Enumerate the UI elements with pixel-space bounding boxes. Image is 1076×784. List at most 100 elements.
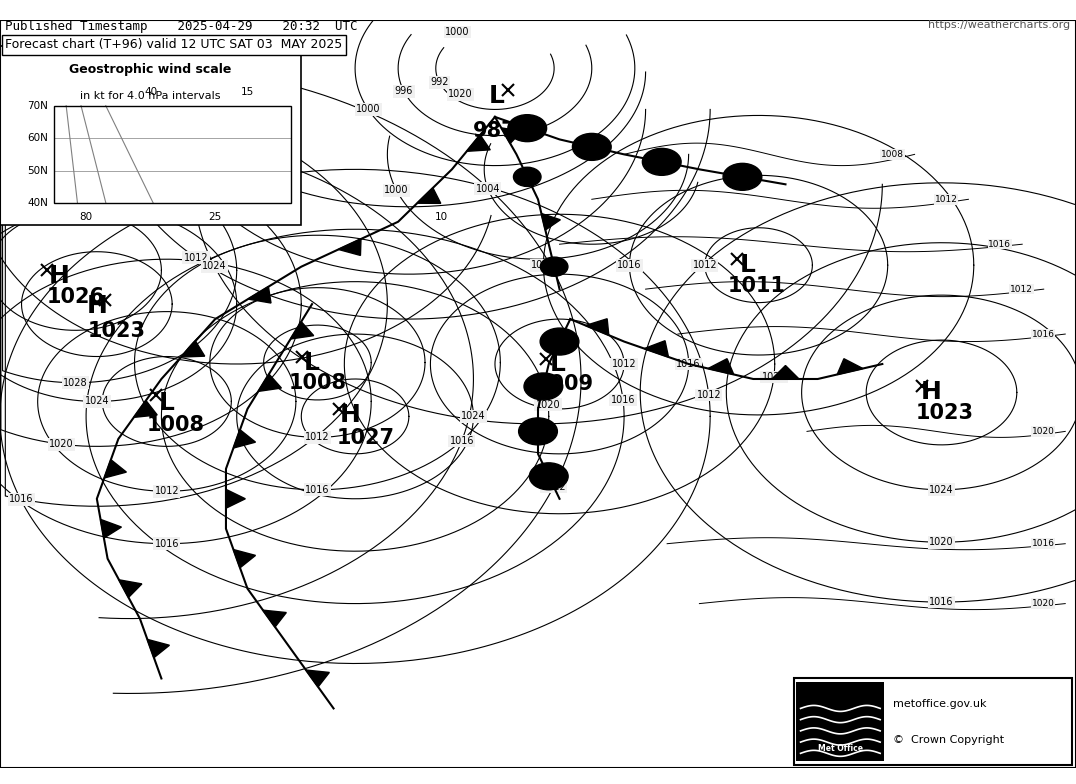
Polygon shape xyxy=(417,188,441,203)
Text: Published Timestamp    2025-04-29    20:32  UTC: Published Timestamp 2025-04-29 20:32 UTC xyxy=(5,20,358,33)
Text: 1024: 1024 xyxy=(202,261,227,271)
Text: 1016: 1016 xyxy=(618,260,641,270)
Text: 1011: 1011 xyxy=(727,276,785,296)
Polygon shape xyxy=(249,287,271,303)
Polygon shape xyxy=(100,519,122,538)
Polygon shape xyxy=(233,430,255,448)
Polygon shape xyxy=(226,489,245,508)
Text: 1016: 1016 xyxy=(611,395,635,405)
Polygon shape xyxy=(233,550,255,568)
Polygon shape xyxy=(263,610,286,627)
Text: 1020: 1020 xyxy=(1032,427,1054,436)
Text: 1016: 1016 xyxy=(450,436,473,446)
Text: L: L xyxy=(159,391,174,415)
Text: 1020: 1020 xyxy=(1032,599,1054,608)
Text: 15: 15 xyxy=(241,87,254,96)
Text: 1016: 1016 xyxy=(10,495,34,504)
Text: 1000: 1000 xyxy=(445,27,469,37)
Text: 1023: 1023 xyxy=(916,403,974,423)
Text: 1020: 1020 xyxy=(448,89,472,100)
Text: 1020: 1020 xyxy=(930,537,953,547)
Text: Forecast chart (T+96) valid 12 UTC SAT 03  MAY 2025: Forecast chart (T+96) valid 12 UTC SAT 0… xyxy=(5,38,342,51)
Text: 1012: 1012 xyxy=(184,252,208,263)
Text: 1016: 1016 xyxy=(989,240,1011,249)
Text: 1012: 1012 xyxy=(612,359,636,369)
Bar xyxy=(54,106,291,203)
Circle shape xyxy=(529,463,568,490)
Text: Geostrophic wind scale: Geostrophic wind scale xyxy=(70,63,231,76)
Text: metoffice.gov.uk: metoffice.gov.uk xyxy=(893,699,987,710)
Text: 1012: 1012 xyxy=(541,481,566,492)
Polygon shape xyxy=(258,374,282,391)
FancyBboxPatch shape xyxy=(0,45,301,226)
Text: 992: 992 xyxy=(430,78,449,87)
Text: 40N: 40N xyxy=(28,198,48,208)
Polygon shape xyxy=(181,341,204,357)
Text: 70N: 70N xyxy=(28,100,48,111)
Text: 1028: 1028 xyxy=(63,378,87,388)
Text: 1012: 1012 xyxy=(306,433,329,442)
Polygon shape xyxy=(119,580,142,597)
Circle shape xyxy=(723,163,762,191)
Text: 1016: 1016 xyxy=(1032,329,1054,339)
Polygon shape xyxy=(771,365,799,379)
Text: 1024: 1024 xyxy=(85,397,109,406)
Polygon shape xyxy=(104,459,126,478)
Text: 1008: 1008 xyxy=(288,373,346,393)
Text: H: H xyxy=(48,263,70,288)
Text: 1020: 1020 xyxy=(536,400,561,410)
Polygon shape xyxy=(339,239,360,256)
Circle shape xyxy=(519,418,557,445)
Text: https://weathercharts.org: https://weathercharts.org xyxy=(929,20,1071,30)
Text: 1012: 1012 xyxy=(155,486,179,496)
Text: 1004: 1004 xyxy=(476,183,500,194)
Text: in kt for 4.0 hPa intervals: in kt for 4.0 hPa intervals xyxy=(81,91,221,100)
Text: 1012: 1012 xyxy=(935,194,958,204)
Polygon shape xyxy=(541,213,561,230)
Text: 10: 10 xyxy=(435,212,448,222)
Bar xyxy=(796,682,884,760)
Text: 1024: 1024 xyxy=(462,412,485,422)
Text: 1012: 1012 xyxy=(696,390,721,400)
Circle shape xyxy=(513,167,541,187)
Circle shape xyxy=(572,133,611,161)
Text: 996: 996 xyxy=(395,86,413,96)
Polygon shape xyxy=(291,321,314,339)
Text: 1016: 1016 xyxy=(155,539,179,549)
Polygon shape xyxy=(708,359,734,375)
Text: 60N: 60N xyxy=(28,133,48,143)
Text: ©  Crown Copyright: © Crown Copyright xyxy=(893,735,1004,746)
Polygon shape xyxy=(585,319,609,336)
Text: 1016: 1016 xyxy=(930,597,953,607)
Text: L: L xyxy=(490,84,505,108)
Text: 1009: 1009 xyxy=(536,374,594,394)
Polygon shape xyxy=(467,135,491,151)
Text: L: L xyxy=(305,350,320,375)
Polygon shape xyxy=(837,359,863,375)
Text: L: L xyxy=(550,352,565,376)
Text: L: L xyxy=(740,253,755,278)
Text: 1008: 1008 xyxy=(881,150,904,159)
Circle shape xyxy=(540,257,568,276)
Text: 1016: 1016 xyxy=(306,485,329,495)
Text: 1020: 1020 xyxy=(762,372,787,382)
Polygon shape xyxy=(147,640,169,658)
Text: 987: 987 xyxy=(473,121,516,140)
Text: 1016: 1016 xyxy=(1032,539,1054,548)
Text: 1027: 1027 xyxy=(337,427,395,448)
Text: 40: 40 xyxy=(144,87,157,96)
Text: 1020: 1020 xyxy=(532,260,555,270)
Polygon shape xyxy=(501,128,522,143)
Bar xyxy=(794,678,1072,764)
Polygon shape xyxy=(306,670,329,687)
Text: 25: 25 xyxy=(209,212,222,222)
Polygon shape xyxy=(133,401,157,417)
Text: H: H xyxy=(86,294,108,318)
Text: 1016: 1016 xyxy=(215,210,240,220)
Text: 1016: 1016 xyxy=(677,359,700,369)
Polygon shape xyxy=(645,341,668,357)
Text: H: H xyxy=(920,380,942,405)
Text: 1026: 1026 xyxy=(46,287,104,307)
Text: 1012: 1012 xyxy=(1010,285,1033,294)
Text: 50N: 50N xyxy=(28,165,48,176)
